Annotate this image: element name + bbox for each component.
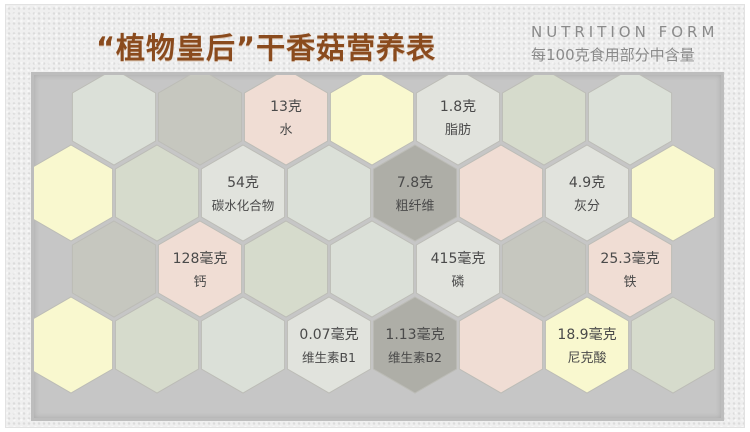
hex-cell	[329, 75, 415, 166]
hexagon	[544, 296, 630, 394]
hex-cell	[458, 296, 544, 394]
nutrient-name: 钙	[193, 275, 206, 290]
hexagon	[458, 296, 544, 394]
hexagon	[200, 296, 286, 394]
hexagon	[157, 220, 243, 318]
nutrient-name: 碳水化合物	[212, 198, 275, 213]
hex-cell	[630, 144, 716, 242]
hex-cell	[114, 144, 200, 242]
nutrient-value: 415毫克	[431, 250, 486, 267]
hexagon	[630, 296, 716, 394]
hexagon	[587, 220, 673, 318]
hexagon	[415, 220, 501, 318]
nutrient-name: 脂肪	[445, 122, 471, 138]
hex-cell	[71, 75, 157, 166]
nutrient-name: 水	[279, 123, 292, 138]
subtitle-chinese: 每100克食用部分中含量	[531, 46, 695, 64]
nutrient-value: 1.8克	[440, 99, 476, 115]
nutrient-value: 4.9克	[569, 175, 605, 191]
hexagon	[372, 144, 458, 242]
hex-cell	[71, 220, 157, 318]
hex-cell	[34, 296, 114, 394]
hexagon	[243, 220, 329, 318]
hex-cell	[501, 220, 587, 318]
nutrition-honeycomb: 13克水 1.8克脂肪 54克碳水化合物 7.8克粗纤维 4.9克灰分 128毫克钙 415…	[31, 72, 724, 421]
hex-cell	[329, 220, 415, 318]
hexagon	[114, 144, 200, 242]
hexagon	[286, 296, 372, 394]
hexagon	[501, 220, 587, 318]
subtitle-english: NUTRITION FORM	[531, 23, 719, 41]
nutrient-value: 18.9毫克	[557, 326, 616, 343]
nutrient-name: 粗纤维	[395, 199, 434, 214]
hex-cell	[157, 75, 243, 166]
nutrient-value: 128毫克	[173, 250, 228, 267]
hexagon	[200, 144, 286, 242]
hexagon	[34, 144, 114, 242]
hexagon	[243, 75, 329, 166]
hexagon	[372, 296, 458, 394]
hexagon	[286, 144, 372, 242]
nutrient-value: 7.8克	[397, 175, 433, 191]
hexagon	[501, 75, 587, 166]
hex-cell	[243, 220, 329, 318]
hex-cell	[34, 144, 114, 242]
hexagon	[458, 144, 544, 242]
hex-cell	[200, 296, 286, 394]
hex-cell	[630, 296, 716, 394]
hexagon	[329, 75, 415, 166]
nutrient-name: 尼克酸	[567, 351, 606, 366]
hexagon	[71, 220, 157, 318]
hex-cell	[458, 144, 544, 242]
hexagon	[114, 296, 200, 394]
hex-cell	[114, 296, 200, 394]
nutrient-name: 维生素B2	[388, 350, 442, 365]
hexagon	[415, 75, 501, 166]
hex-cell	[587, 75, 673, 166]
nutrient-value: 13克	[270, 99, 302, 115]
page-title: “植物皇后”干香菇营养表	[96, 31, 437, 65]
hexagon	[71, 75, 157, 166]
nutrient-name: 磷	[451, 275, 464, 290]
hexagon	[587, 75, 673, 166]
nutrient-name: 铁	[623, 275, 636, 290]
nutrient-name: 灰分	[574, 199, 600, 214]
hexagon	[630, 144, 716, 242]
hexagon	[157, 75, 243, 166]
nutrient-value: 0.07毫克	[299, 326, 358, 343]
nutrient-name: 维生素B1	[302, 350, 356, 365]
hex-cell	[501, 75, 587, 166]
nutrient-value: 54克	[227, 175, 259, 191]
hexagon	[544, 144, 630, 242]
hexagon	[34, 296, 114, 394]
nutrient-value: 1.13毫克	[385, 326, 444, 343]
hex-cell	[286, 144, 372, 242]
nutrient-value: 25.3毫克	[600, 250, 659, 267]
hexagon	[329, 220, 415, 318]
